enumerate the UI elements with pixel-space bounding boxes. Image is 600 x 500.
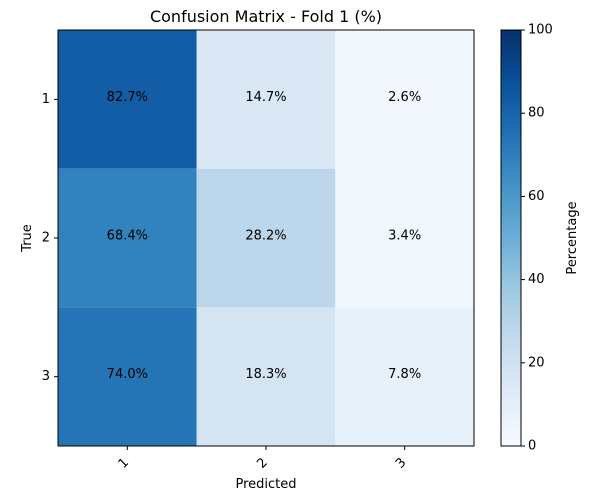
colorbar-ticks: 0 20 40 60 80 100: [521, 23, 553, 454]
cell-label-r1-c3: 2.6%: [388, 90, 421, 105]
chart-title: Confusion Matrix - Fold 1 (%): [150, 7, 382, 26]
heatmap-cells: 82.7% 14.7% 2.6% 68.4% 28.2% 3.4% 74.0% 18.3% 7.…: [58, 30, 474, 446]
heatmap-cell-r2-c1: [58, 168, 197, 308]
y-tick-label: 1: [42, 92, 50, 107]
colorbar-label: Percentage: [565, 201, 580, 274]
heatmap-cell-r1-c2: [196, 30, 336, 169]
x-tick-label: 3: [393, 455, 409, 471]
x-axis-ticks: 1 2 3: [116, 446, 409, 472]
colorbar-tick-label: 0: [528, 439, 536, 454]
colorbar-tick-label: 100: [528, 23, 553, 38]
colorbar-tick-label: 40: [528, 272, 545, 287]
y-axis-ticks: 1 2 3: [42, 92, 58, 384]
colorbar-tick-label: 80: [528, 106, 545, 121]
y-axis-label: True: [20, 224, 35, 253]
colorbar-tick-label: 20: [528, 355, 545, 370]
y-tick-label: 3: [42, 369, 50, 384]
cell-label-r3-c1: 74.0%: [107, 367, 148, 382]
cell-label-r3-c2: 18.3%: [245, 367, 286, 382]
cell-label-r3-c3: 7.8%: [388, 367, 421, 382]
heatmap-cell-r1-c3: [335, 30, 474, 169]
cell-label-r2-c2: 28.2%: [245, 229, 286, 244]
x-tick-label: 2: [254, 455, 270, 471]
x-axis-label: Predicted: [235, 477, 296, 492]
cell-label-r2-c3: 3.4%: [388, 229, 421, 244]
heatmap-cell-r1-c1: [58, 30, 197, 169]
heatmap-cell-r2-c3: [335, 168, 474, 308]
y-tick-label: 2: [42, 231, 50, 246]
colorbar-gradient: [500, 29, 522, 447]
heatmap-cell-r3-c1: [58, 307, 197, 446]
cell-label-r1-c2: 14.7%: [245, 90, 286, 105]
heatmap-cell-r2-c2: [196, 168, 336, 308]
heatmap-cell-r3-c3: [335, 307, 474, 446]
cell-label-r2-c1: 68.4%: [107, 229, 148, 244]
heatmap-cell-r3-c2: [196, 307, 336, 446]
colorbar-tick-label: 60: [528, 189, 545, 204]
x-tick-label: 1: [116, 455, 132, 471]
colorbar: 0 20 40 60 80 100 Percentage: [500, 23, 580, 454]
cell-label-r1-c1: 82.7%: [107, 90, 148, 105]
